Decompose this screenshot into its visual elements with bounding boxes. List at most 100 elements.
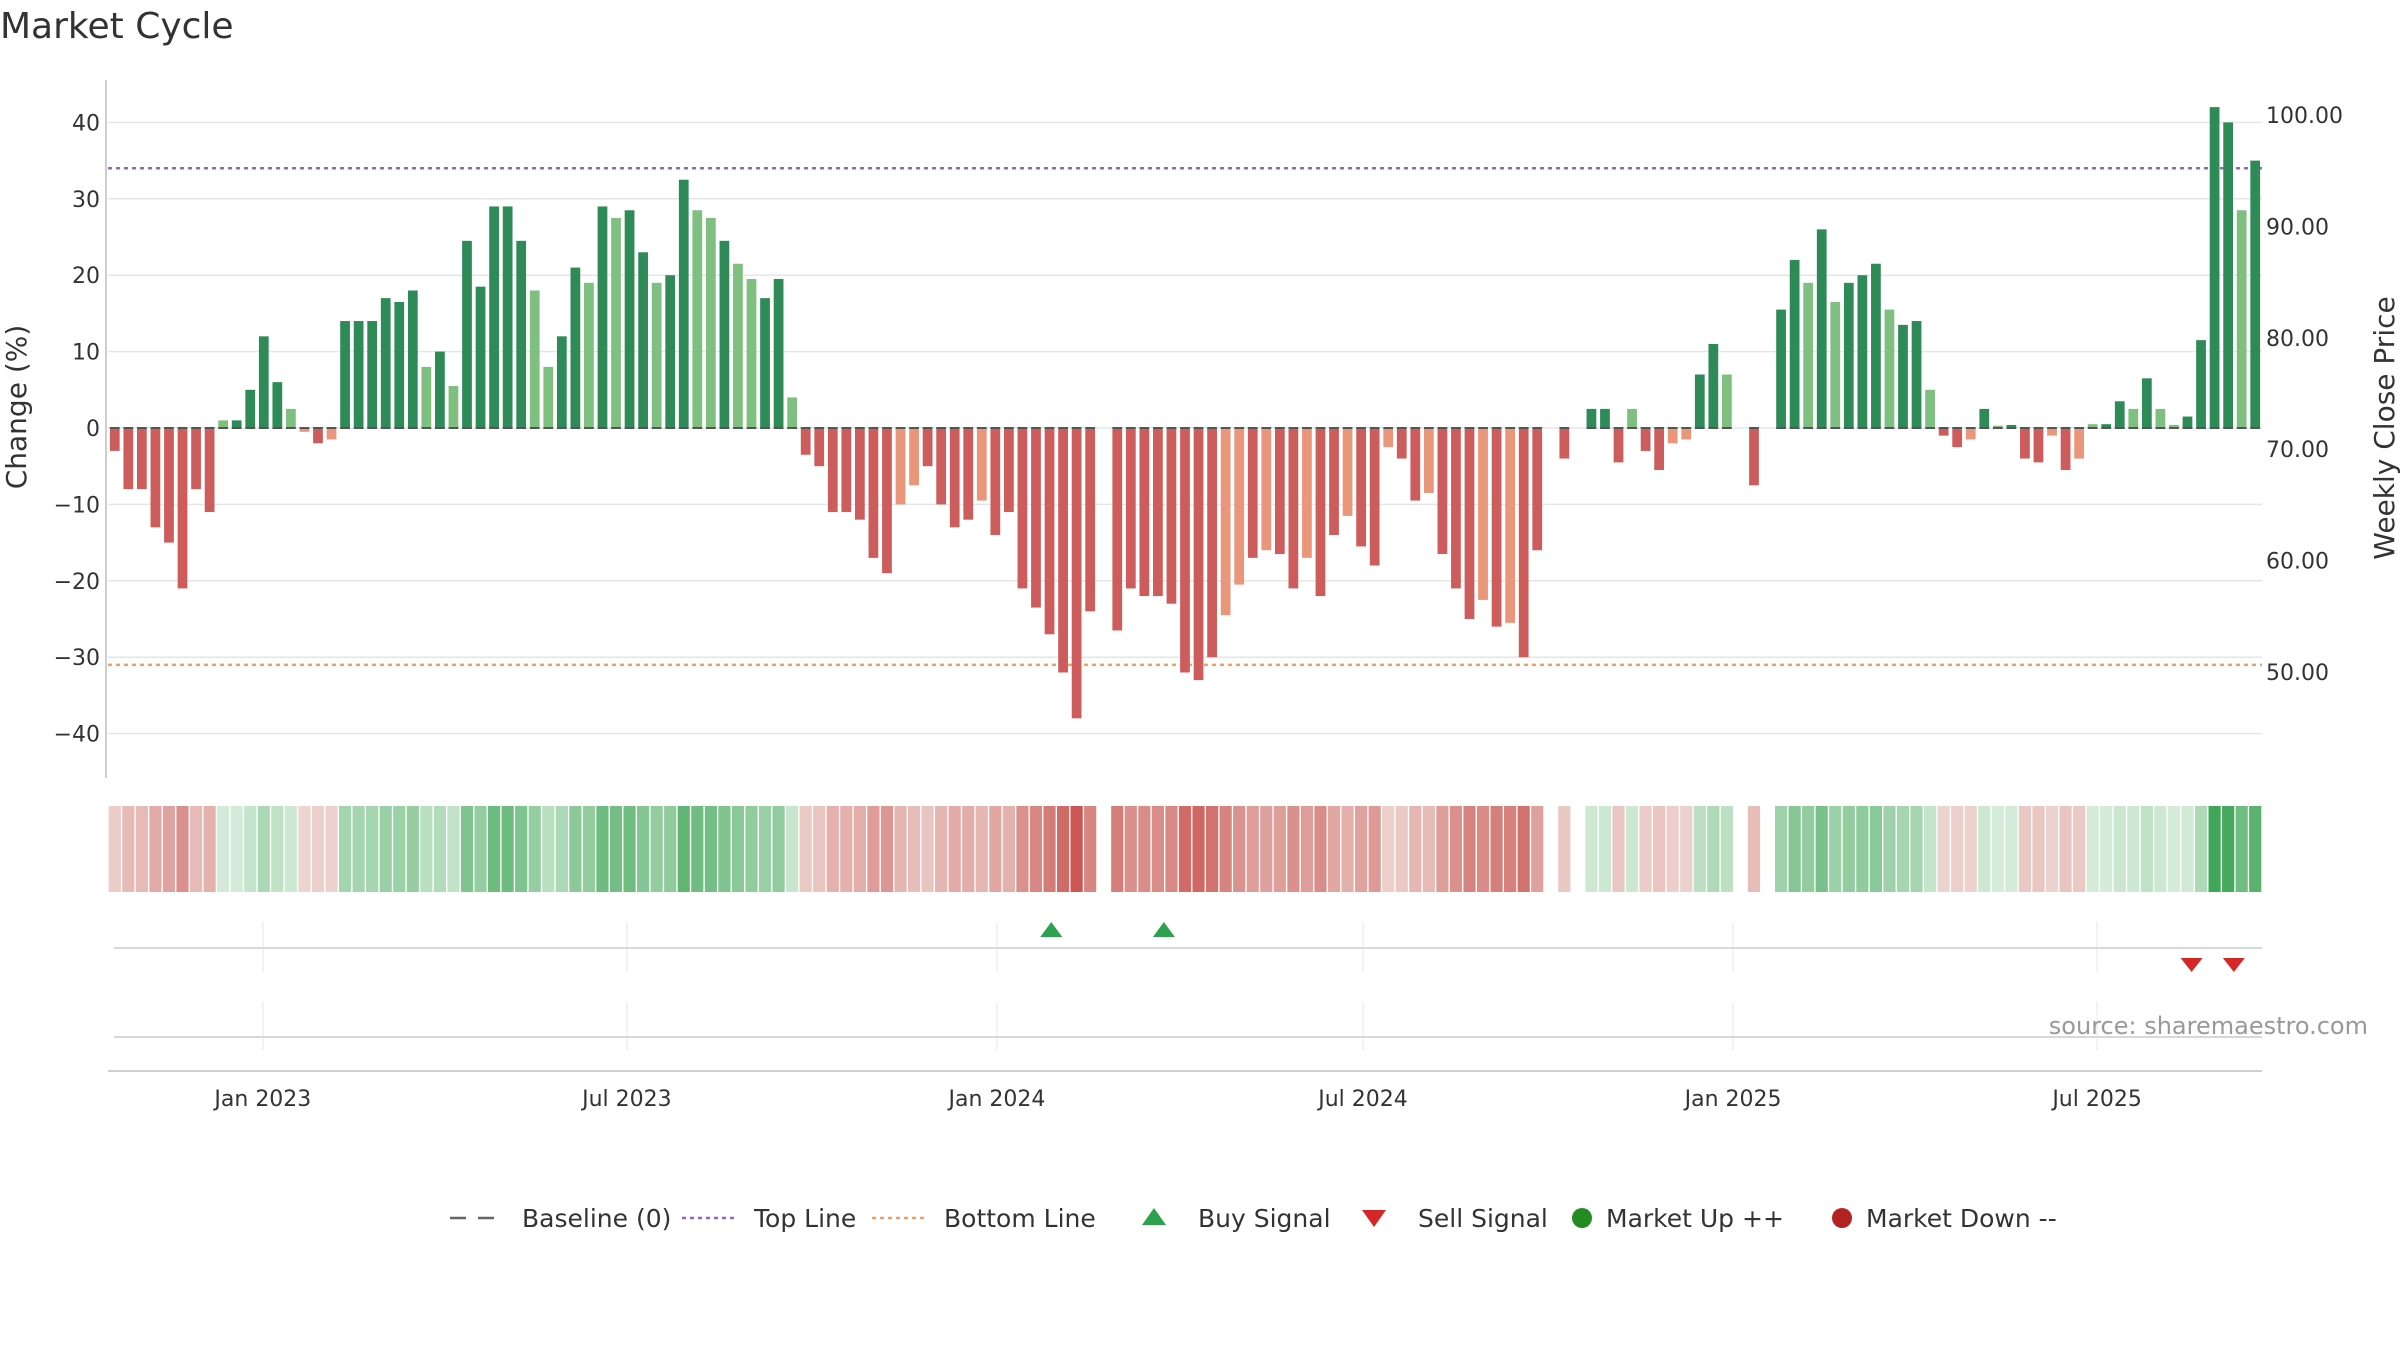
heat-cell [108, 806, 121, 892]
y2-tick-label: 50.00 [2266, 661, 2329, 686]
bar [1505, 428, 1516, 623]
bar [814, 428, 825, 467]
y-tick-label: 30 [72, 188, 100, 213]
bar [258, 336, 269, 428]
x-tick-label: Jul 2024 [1316, 1087, 1408, 1112]
heat-cell [1625, 806, 1639, 892]
heat-cell [379, 806, 392, 892]
heat-cell [1720, 806, 1733, 892]
bar [638, 252, 648, 428]
y-tick-label: −40 [54, 723, 100, 748]
heat-cell [1084, 806, 1097, 892]
heat-cell [433, 806, 447, 892]
heat-cell [2073, 806, 2086, 892]
bar [2128, 408, 2139, 428]
bar [245, 389, 256, 428]
bar [1180, 428, 1190, 673]
bar [231, 420, 242, 428]
bar [1979, 408, 1990, 428]
bar [1681, 428, 1692, 440]
bar [150, 428, 161, 528]
legend-item: Market Down -- [1832, 1204, 2057, 1233]
bar [136, 428, 147, 490]
bar [1166, 428, 1177, 604]
bar [2033, 428, 2044, 463]
heat-cell [677, 806, 690, 892]
bar [1342, 428, 1353, 516]
bar [760, 298, 770, 428]
legend-label: Top Line [753, 1204, 856, 1233]
bar [1234, 428, 1245, 585]
bar [1396, 428, 1407, 459]
y2-tick-label: 80.00 [2266, 327, 2329, 352]
bar [1247, 428, 1258, 558]
heat-cell [1517, 806, 1530, 892]
heat-cell [962, 806, 975, 892]
bar [2223, 122, 2234, 429]
heat-cell [1016, 806, 1029, 892]
heat-cell [1747, 806, 1761, 892]
heat-cell [1138, 806, 1151, 892]
heat-cell [1815, 806, 1828, 892]
heat-cell [284, 806, 297, 892]
heat-cell [1273, 806, 1286, 892]
heat-cell [460, 806, 474, 892]
bar [1992, 425, 2003, 428]
bar [1437, 428, 1448, 555]
heat-cell [1585, 806, 1598, 892]
bar [380, 298, 391, 428]
heat-cell [2113, 806, 2126, 892]
heat-cell [1693, 806, 1706, 892]
bar [1938, 428, 1949, 436]
legend-item: Bottom Line [872, 1204, 1096, 1233]
bar [340, 321, 350, 428]
bar [299, 428, 310, 432]
bar [1816, 229, 1827, 428]
bar [1871, 263, 1881, 428]
heat-cell [2127, 806, 2140, 892]
heat-cell [1476, 806, 1490, 892]
legend-circle-icon [1832, 1208, 1852, 1228]
bar [1464, 428, 1475, 619]
bar [1640, 428, 1651, 451]
x-tick-label: Jul 2025 [2050, 1087, 2142, 1112]
heat-cell [582, 806, 596, 892]
legend-item: Market Up ++ [1572, 1204, 1784, 1233]
signal-panel [114, 922, 2262, 1038]
bar [1112, 428, 1123, 631]
heat-cell [230, 806, 243, 892]
bar [1667, 428, 1678, 444]
bar [1193, 428, 1204, 681]
legend-item: Buy Signal [1142, 1204, 1331, 1233]
heat-cell [1205, 806, 1219, 892]
bar [1830, 301, 1841, 428]
heat-cell [1300, 806, 1314, 892]
legend-sell-icon [1362, 1210, 1386, 1227]
y-tick-label: −10 [54, 493, 100, 518]
bar [1315, 428, 1326, 597]
heat-cell [325, 806, 338, 892]
bar [665, 275, 676, 428]
bar [1369, 428, 1380, 566]
heat-cell [731, 806, 745, 892]
bars-series [109, 107, 2261, 719]
heat-cell [1910, 806, 1923, 892]
heat-cell [311, 806, 325, 892]
bar [2182, 416, 2193, 428]
heat-cell [840, 806, 853, 892]
bar [516, 240, 527, 428]
heat-cell [515, 806, 528, 892]
bar [800, 428, 811, 455]
bar [1559, 428, 1570, 459]
y2-tick-label: 60.00 [2266, 550, 2329, 575]
bar [448, 385, 459, 428]
legend-label: Buy Signal [1198, 1204, 1331, 1233]
heat-cell [393, 806, 406, 892]
bar [191, 428, 201, 490]
heat-cell [1192, 806, 1205, 892]
heat-cell [1314, 806, 1327, 892]
bar [1071, 428, 1082, 719]
heat-cell [691, 806, 704, 892]
bar [1789, 259, 1800, 428]
